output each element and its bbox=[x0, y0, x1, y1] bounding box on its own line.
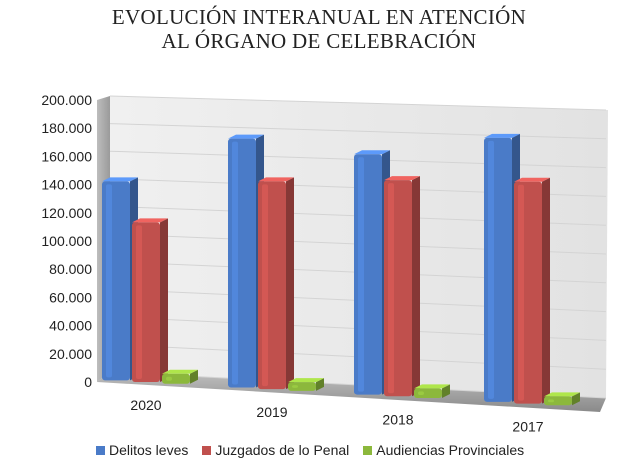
y-tick-label: 140.000 bbox=[41, 177, 92, 193]
bar-audiencias-provinciales-2020 bbox=[162, 373, 190, 384]
chart-area: 0 20.000 40.000 60.000 80.000 100.000 120.000 1… bbox=[41, 92, 608, 435]
bar-top bbox=[544, 392, 580, 397]
bar-highlight bbox=[232, 141, 238, 385]
bar-top bbox=[228, 134, 264, 139]
y-tick-label: 120.000 bbox=[41, 205, 92, 221]
bar-highlight bbox=[262, 184, 268, 387]
bar-top bbox=[484, 133, 520, 138]
legend-swatch bbox=[96, 445, 105, 455]
bar-side bbox=[316, 378, 324, 391]
bar-side bbox=[572, 392, 580, 406]
legend-swatch bbox=[363, 445, 373, 455]
chart-title-line-1: EVOLUCIÓN INTERANUAL EN ATENCIÓN bbox=[111, 5, 527, 29]
bar-highlight bbox=[358, 157, 364, 392]
y-tick-label: 160.000 bbox=[41, 148, 92, 164]
y-tick-label: 180.000 bbox=[41, 120, 92, 136]
y-tick-label: 100.000 bbox=[41, 233, 92, 249]
y-tick-label: 200.000 bbox=[41, 92, 92, 108]
legend-label: Delitos leves bbox=[109, 442, 189, 458]
bar-side bbox=[542, 177, 550, 404]
y-tick-label: 60.000 bbox=[49, 289, 92, 305]
bar-highlight bbox=[292, 385, 298, 388]
bar-top bbox=[514, 177, 550, 182]
x-tick-label: 2019 bbox=[256, 404, 287, 420]
bar-highlight bbox=[136, 225, 142, 380]
bar-top bbox=[354, 150, 390, 155]
floor bbox=[97, 372, 606, 412]
gridline bbox=[109, 123, 607, 140]
bar-highlight bbox=[106, 184, 112, 378]
legend-label: Audiencias Provinciales bbox=[376, 442, 525, 458]
gridline bbox=[109, 95, 607, 111]
bar-top bbox=[414, 384, 450, 389]
bar-highlight bbox=[166, 376, 172, 381]
bar-top bbox=[384, 176, 420, 181]
legend-item: Delitos leves bbox=[96, 442, 188, 458]
legend-label: Juzgados de lo Penal bbox=[215, 442, 350, 458]
bar-side bbox=[412, 176, 420, 397]
bar-top bbox=[288, 378, 324, 383]
bar-highlight bbox=[388, 183, 394, 394]
x-tick-label: 2017 bbox=[512, 419, 543, 435]
bar-side bbox=[190, 369, 198, 384]
bar-highlight bbox=[548, 399, 554, 403]
x-tick-label: 2020 bbox=[130, 397, 161, 413]
legend-item: Juzgados de lo Penal bbox=[202, 442, 349, 458]
legend-swatch bbox=[202, 445, 212, 455]
bar-top bbox=[162, 369, 198, 374]
bar-highlight bbox=[418, 391, 424, 395]
bar-top bbox=[258, 177, 294, 182]
legend: Delitos leves Juzgados de lo Penal Audienc… bbox=[96, 442, 524, 458]
bar-side bbox=[442, 384, 450, 398]
y-tick-label: 40.000 bbox=[49, 318, 92, 334]
bar-top bbox=[132, 218, 168, 223]
bar-audiencias-provinciales-2018 bbox=[414, 388, 442, 398]
bar-side bbox=[160, 218, 168, 383]
bar-audiencias-provinciales-2019 bbox=[288, 382, 316, 391]
legend-item: Audiencias Provinciales bbox=[363, 442, 524, 458]
x-tick-label: 2018 bbox=[382, 411, 413, 427]
bar-top bbox=[102, 177, 138, 182]
bar-side bbox=[286, 177, 294, 390]
y-tick-label: 0 bbox=[84, 374, 92, 390]
y-tick-label: 80.000 bbox=[49, 261, 92, 277]
y-tick-label: 20.000 bbox=[49, 346, 92, 362]
bar-audiencias-provinciales-2017 bbox=[544, 396, 572, 406]
bar-highlight bbox=[518, 184, 524, 401]
chart-title-line-2: AL ÓRGANO DE CELEBRACIÓN bbox=[161, 29, 477, 53]
bar-highlight bbox=[488, 140, 494, 399]
